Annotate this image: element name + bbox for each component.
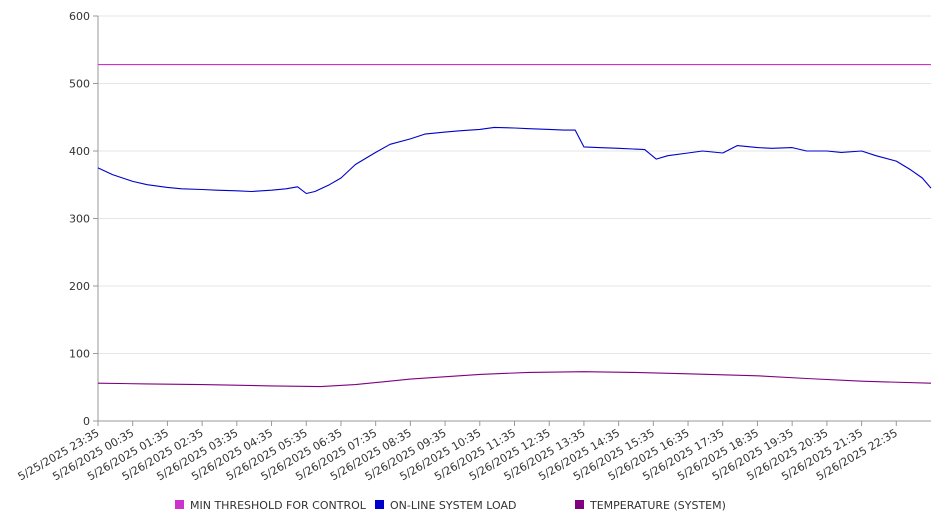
legend-swatch (375, 500, 384, 509)
legend-swatch (175, 500, 184, 509)
y-tick-label: 0 (83, 415, 90, 428)
y-tick-label: 200 (69, 280, 90, 293)
legend-swatch (575, 500, 584, 509)
y-tick-label: 300 (69, 213, 90, 226)
y-axis-ticks: 0 100 200 300 400 500 600 (69, 10, 98, 428)
x-axis-ticks: 5/25/2025 23:355/26/2025 00:355/26/2025 … (16, 421, 900, 483)
legend-label: TEMPERATURE (SYSTEM) (589, 499, 726, 512)
legend-label: MIN THRESHOLD FOR CONTROL (190, 499, 367, 512)
legend: MIN THRESHOLD FOR CONTROL ON-LINE SYSTEM … (175, 499, 726, 512)
grid-lines (98, 15, 931, 354)
y-tick-label: 400 (69, 145, 90, 158)
y-tick-label: 100 (69, 348, 90, 361)
series-line-temperature-system (97, 371, 932, 388)
y-tick-label: 500 (69, 78, 90, 91)
y-tick-label: 600 (69, 10, 90, 23)
series-line-on-line-system-load (97, 126, 932, 195)
series-lines (97, 64, 932, 388)
legend-label: ON-LINE SYSTEM LOAD (390, 499, 516, 512)
